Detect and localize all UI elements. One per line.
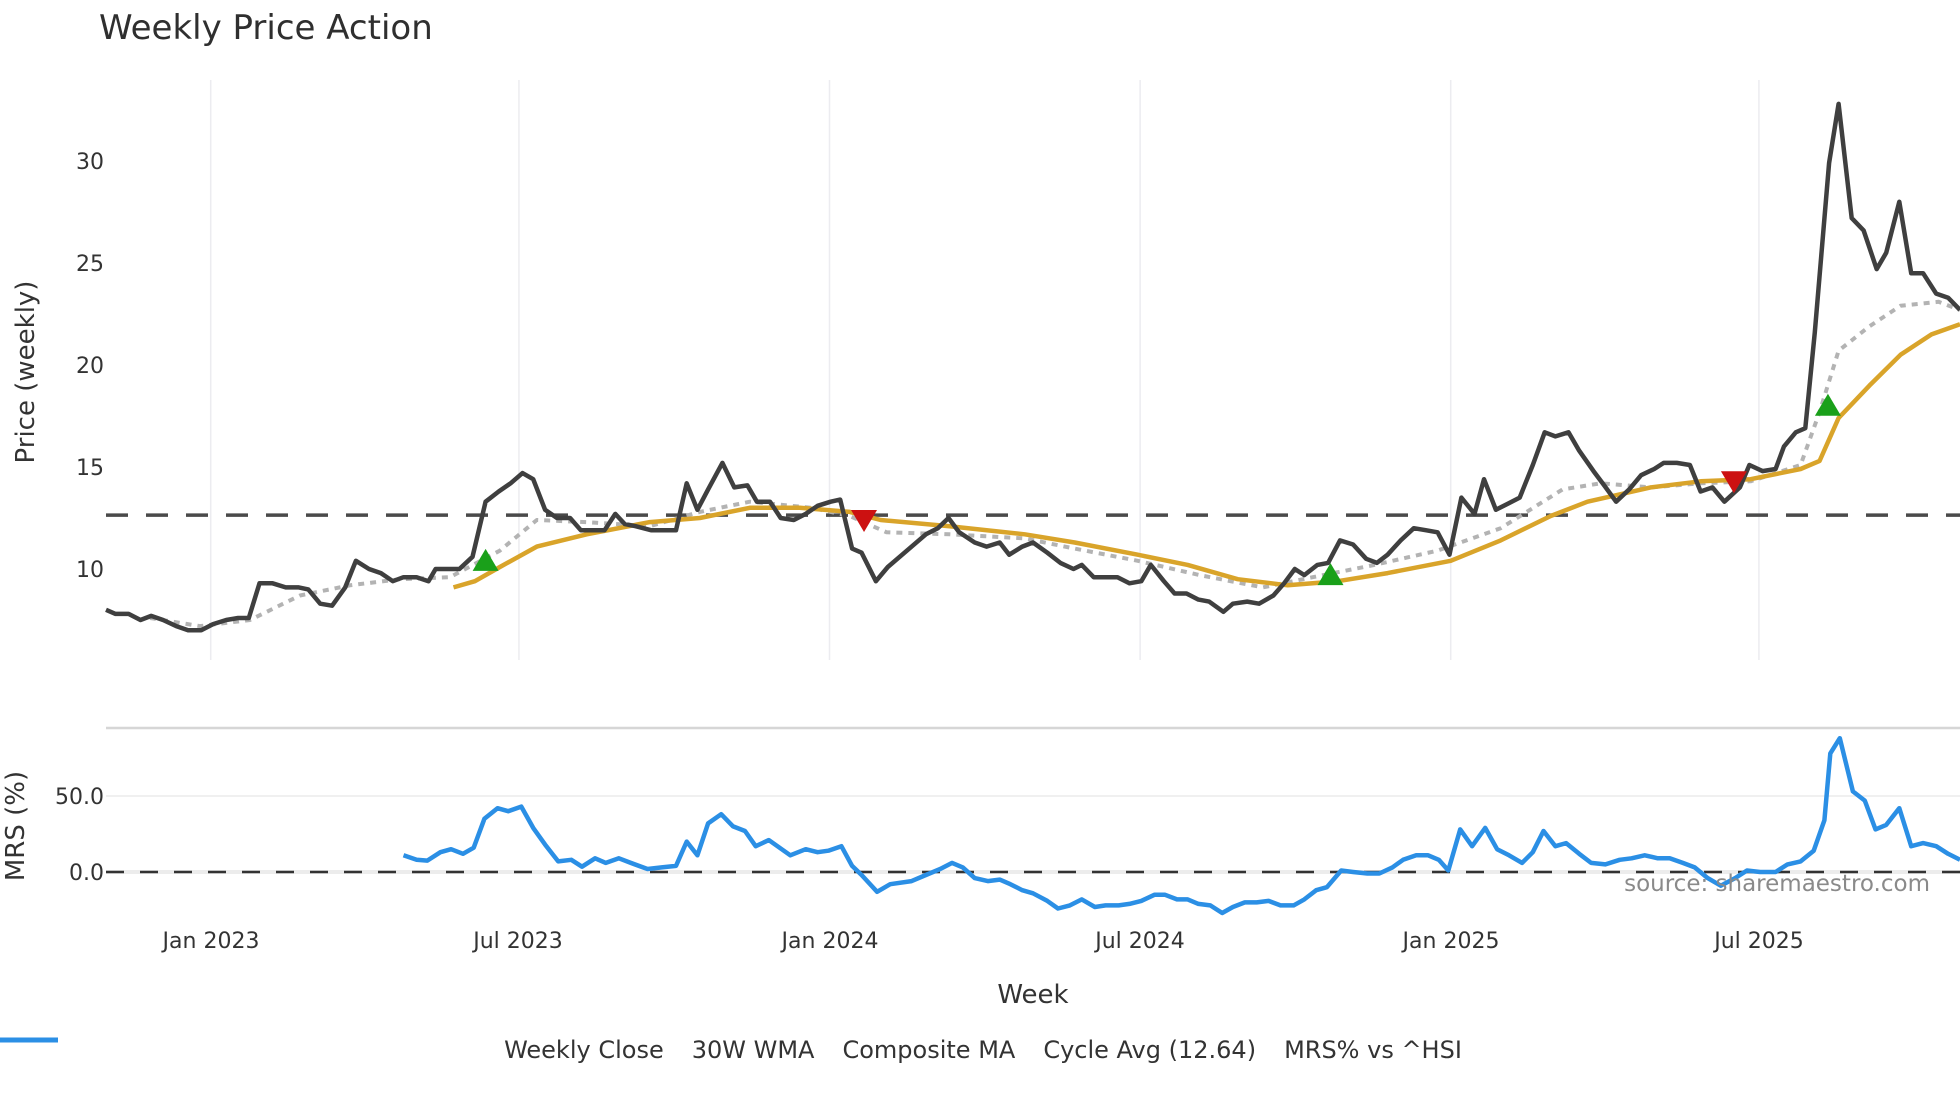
- price-series: [105, 101, 1960, 633]
- mrs-tick-50: 50.0: [55, 785, 104, 810]
- legend-item-30w-wma[interactable]: 30W WMA: [0, 1036, 815, 1064]
- source-annotation: source: sharemaestro.com: [1624, 871, 1930, 897]
- legend-label: Composite MA: [842, 1036, 1016, 1064]
- mrs-y-axis-ticks: 50.0 0.0: [55, 785, 104, 886]
- legend-item-mrs[interactable]: MRS% vs ^HSI: [0, 1036, 1462, 1064]
- price-y-axis-ticks: 30 25 20 15 10: [76, 150, 104, 583]
- legend-item-composite-ma[interactable]: Composite MA: [0, 1036, 1016, 1064]
- buy-signal-triangle-up-icon: [472, 548, 499, 571]
- legend-item-weekly-close[interactable]: Weekly Close: [0, 1036, 664, 1064]
- weekly-close-line: [105, 101, 1960, 633]
- legend-label: Weekly Close: [504, 1036, 664, 1064]
- sell-signal-triangle-down-icon: [1720, 471, 1747, 494]
- gridlines: [106, 80, 1960, 874]
- legend-label: MRS% vs ^HSI: [1284, 1036, 1462, 1064]
- price-tick-25: 25: [76, 252, 104, 277]
- price-tick-30: 30: [76, 150, 104, 175]
- buy-signal-triangle-up-icon: [1317, 563, 1344, 586]
- mrs-series: [106, 735, 1960, 916]
- solid-line-swatch-icon: [0, 1037, 58, 1043]
- x-axis-ticks: Jan 2023 Jul 2023 Jan 2024 Jul 2024 Jan …: [161, 929, 1804, 954]
- x-axis-label: Week: [997, 980, 1068, 1010]
- legend-label: 30W WMA: [691, 1036, 815, 1064]
- composite-ma-line: [149, 299, 1960, 629]
- mrs-tick-0: 0.0: [69, 861, 104, 886]
- price-y-axis-label: Price (weekly): [11, 281, 41, 464]
- wma-30w-line: [452, 322, 1960, 590]
- signal-markers: [472, 393, 1841, 586]
- x-tick-jan-2025: Jan 2025: [1401, 929, 1500, 954]
- legend-item-cycle-avg[interactable]: Cycle Avg (12.64): [0, 1036, 1257, 1064]
- x-tick-jul-2025: Jul 2025: [1712, 929, 1804, 954]
- mrs-y-axis-label: MRS (%): [1, 771, 31, 881]
- mrs-line: [402, 735, 1960, 916]
- price-tick-15: 15: [76, 456, 104, 481]
- x-tick-jul-2024: Jul 2024: [1093, 929, 1185, 954]
- x-tick-jan-2024: Jan 2024: [780, 929, 879, 954]
- x-tick-jan-2023: Jan 2023: [161, 929, 260, 954]
- x-tick-jul-2023: Jul 2023: [471, 929, 563, 954]
- price-tick-10: 10: [76, 558, 104, 583]
- buy-signal-triangle-up-icon: [1814, 393, 1841, 416]
- price-tick-20: 20: [76, 354, 104, 379]
- legend: Weekly Close 30W WMA Composite MA Cycle …: [0, 1036, 1960, 1064]
- sell-signal-triangle-down-icon: [851, 510, 878, 533]
- legend-label: Cycle Avg (12.64): [1043, 1036, 1257, 1064]
- chart-title: Weekly Price Action: [99, 8, 433, 48]
